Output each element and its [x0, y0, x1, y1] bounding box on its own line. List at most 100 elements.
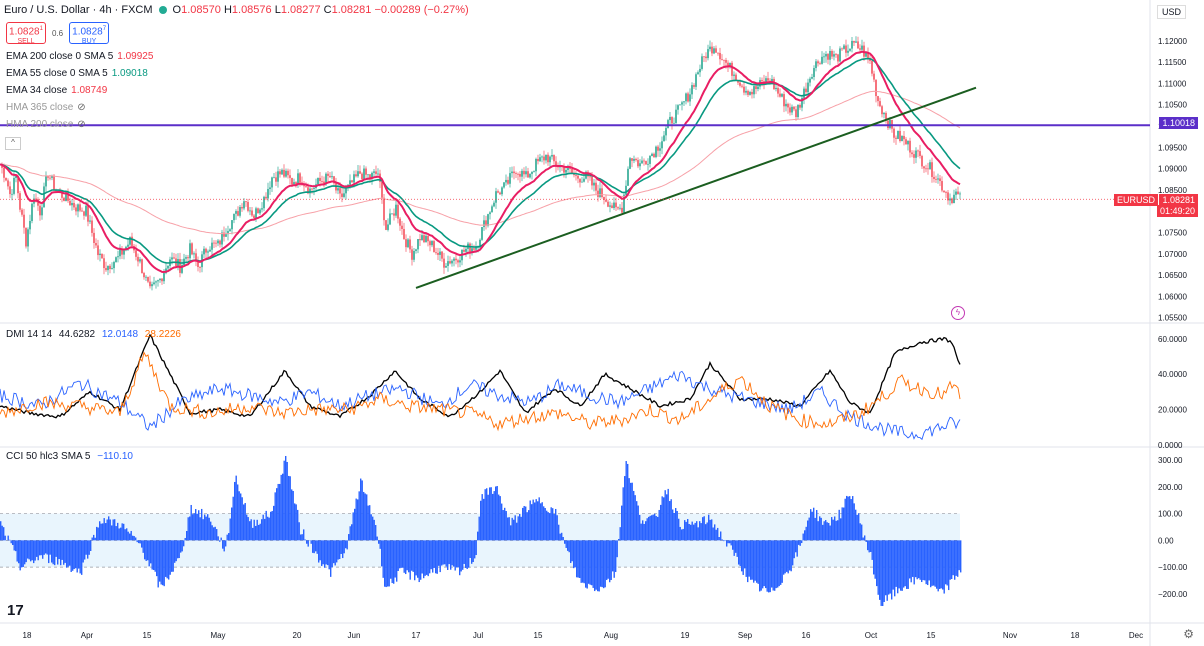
cci-bar	[847, 496, 849, 541]
candle-body	[645, 161, 647, 165]
tradingview-logo[interactable]: 17	[7, 602, 24, 619]
candle-body	[111, 268, 113, 270]
cci-legend[interactable]: CCI 50 hlc3 SMA 5 −110.10	[6, 451, 133, 462]
cci-bar	[133, 536, 135, 541]
cci-bar	[265, 510, 267, 541]
settings-gear-icon[interactable]: ⚙	[1183, 627, 1194, 641]
candle-body	[789, 107, 791, 113]
cci-bar	[528, 510, 530, 541]
cci-bar	[711, 519, 713, 541]
cci-bar	[132, 535, 134, 541]
candle-body	[721, 59, 723, 61]
cci-tick-label: 200.00	[1158, 483, 1183, 492]
candle-body	[455, 258, 457, 261]
candle-body	[443, 258, 445, 268]
candle-body	[303, 185, 305, 187]
symbol-tag: EURUSD	[1113, 194, 1158, 206]
cci-bar	[207, 514, 209, 541]
cci-bar	[951, 540, 953, 580]
candle-body	[651, 153, 653, 156]
candle-body	[489, 212, 491, 215]
cci-bar	[181, 540, 183, 552]
dmi-legend[interactable]: DMI 14 14 44.6282 12.0148 28.2226	[6, 329, 181, 340]
candle-body	[913, 154, 915, 158]
cci-bar	[94, 537, 96, 541]
cci-bar	[289, 476, 291, 541]
eye-hidden-icon[interactable]: ⊘	[77, 119, 86, 130]
sell-button[interactable]: 1.08281 SELL	[6, 22, 46, 45]
ema-34-line	[0, 50, 961, 274]
candle-body	[237, 211, 239, 216]
cci-bar	[754, 540, 756, 581]
cci-bar	[871, 540, 873, 560]
cci-bar	[693, 524, 695, 541]
cci-bar	[129, 533, 131, 541]
cci-bar	[820, 517, 822, 541]
cci-bar	[876, 540, 878, 587]
cci-bar	[189, 516, 191, 541]
candle-body	[631, 158, 633, 161]
cci-bar	[67, 540, 69, 567]
cci-bar	[100, 523, 102, 541]
cci-bar	[753, 540, 755, 583]
currency-selector[interactable]: USD	[1156, 5, 1186, 19]
cci-bar	[592, 540, 594, 588]
cci-bar	[921, 540, 923, 583]
indicator-legend-2[interactable]: EMA 34 close 1.08749	[6, 85, 107, 96]
candle-body	[937, 178, 939, 180]
di-minus-value: 28.2226	[144, 329, 181, 340]
cci-bar	[186, 531, 188, 541]
cci-bar	[655, 516, 657, 541]
candle-body	[923, 166, 925, 169]
cci-bar	[412, 540, 414, 572]
candle-body	[545, 154, 547, 161]
indicator-legend-1[interactable]: EMA 55 close 0 SMA 5 1.09018	[6, 68, 148, 79]
cci-bar	[145, 540, 147, 561]
cci-bar	[201, 508, 203, 541]
candle-body	[951, 198, 953, 204]
cci-bar	[364, 493, 366, 541]
cci-value: −110.10	[97, 451, 133, 462]
candle-body	[413, 250, 415, 260]
cci-bar	[394, 540, 396, 578]
cci-bar	[646, 518, 648, 541]
indicator-legend-0[interactable]: EMA 200 close 0 SMA 5 1.09925	[6, 51, 153, 62]
cci-bar	[717, 527, 719, 541]
cci-bar	[895, 540, 897, 587]
candle-body	[47, 176, 49, 178]
cci-bar	[534, 502, 536, 541]
eye-hidden-icon[interactable]: ⊘	[77, 102, 86, 113]
cci-bar	[519, 513, 521, 541]
cci-bar	[802, 533, 804, 541]
indicator-legend-3[interactable]: HMA 365 close ⊘	[6, 102, 86, 113]
candle-body	[89, 220, 91, 222]
candle-body	[711, 46, 713, 54]
collapse-legend-button[interactable]: ^	[5, 137, 21, 150]
candle-body	[227, 231, 229, 235]
cci-bar	[924, 540, 926, 581]
candle-body	[619, 207, 621, 209]
cci-bar	[681, 529, 683, 541]
indicator-value: 1.09925	[117, 51, 154, 62]
candle-body	[411, 249, 413, 260]
candle-body	[805, 88, 807, 93]
candle-body	[935, 178, 937, 180]
candle-body	[697, 72, 699, 75]
candle-body	[583, 178, 585, 182]
candle-body	[579, 178, 581, 183]
symbol-title[interactable]: Euro / U.S. Dollar · 4h · FXCM	[4, 4, 153, 16]
cci-bar	[282, 473, 284, 541]
candle-body	[27, 229, 29, 247]
candle-body	[287, 170, 289, 176]
lightning-icon[interactable]: ϟ	[951, 306, 965, 320]
candle-body	[919, 151, 921, 156]
cci-bar	[436, 540, 438, 574]
price-tick-label: 1.09500	[1158, 143, 1187, 152]
candle-body	[949, 198, 951, 201]
candle-body	[909, 140, 911, 153]
cci-bar	[462, 540, 464, 570]
buy-button[interactable]: 1.08287 BUY	[69, 22, 110, 45]
cci-bar	[532, 499, 534, 541]
indicator-legend-4[interactable]: HMA 200 close ⊘	[6, 119, 86, 130]
